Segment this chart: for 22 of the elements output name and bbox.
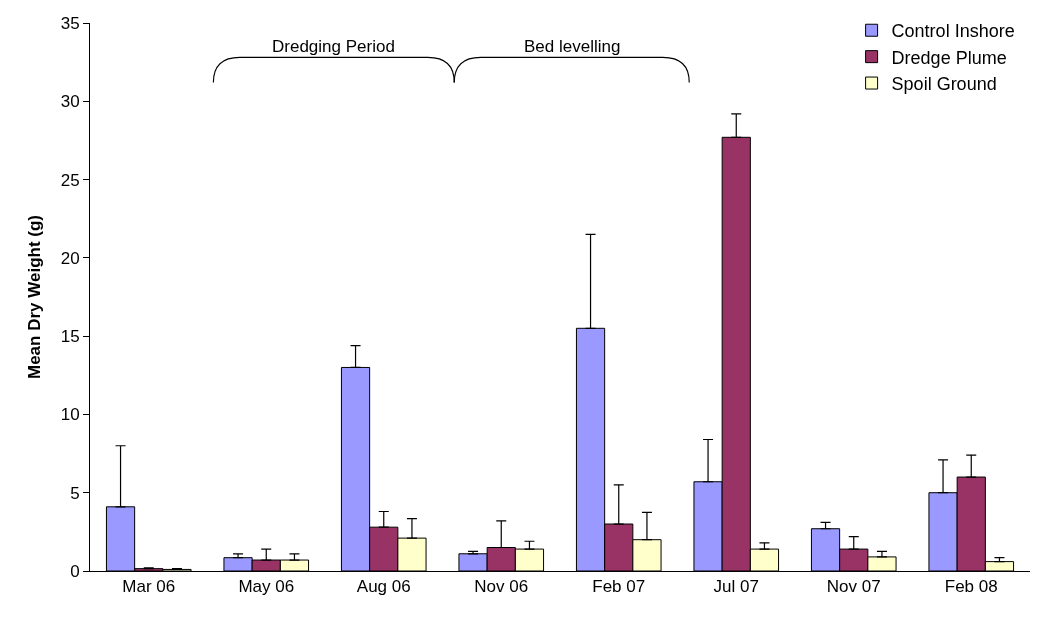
- x-tick-label: Aug 06: [356, 577, 411, 597]
- y-axis-title: Mean Dry Weight (g): [25, 214, 45, 380]
- x-tick-label: Jul 07: [713, 577, 759, 597]
- y-tick-label: 10: [60, 405, 80, 425]
- annotation: Dredging Period: [272, 37, 395, 56]
- legend-label: Dredge Plume: [891, 47, 1007, 68]
- legend-label: Spoil Ground: [891, 74, 997, 95]
- y-tick-label: 5: [70, 483, 80, 503]
- x-tick-label: Mar 06: [122, 577, 176, 597]
- legend-label: Control Inshore: [891, 21, 1015, 42]
- x-tick-label: Feb 08: [944, 577, 998, 597]
- x-tick-label: Nov 07: [826, 577, 881, 597]
- y-tick-label: 0: [70, 561, 80, 581]
- y-tick-label: 30: [60, 92, 80, 112]
- y-tick-label: 25: [60, 170, 80, 190]
- x-tick-label: Nov 06: [474, 577, 529, 597]
- y-tick-label: 35: [60, 13, 80, 33]
- annotation: Bed levelling: [524, 37, 621, 56]
- y-tick-label: 20: [60, 248, 80, 268]
- y-tick-label: 15: [60, 327, 80, 347]
- x-tick-label: May 06: [238, 577, 295, 597]
- x-tick-label: Feb 07: [592, 577, 646, 597]
